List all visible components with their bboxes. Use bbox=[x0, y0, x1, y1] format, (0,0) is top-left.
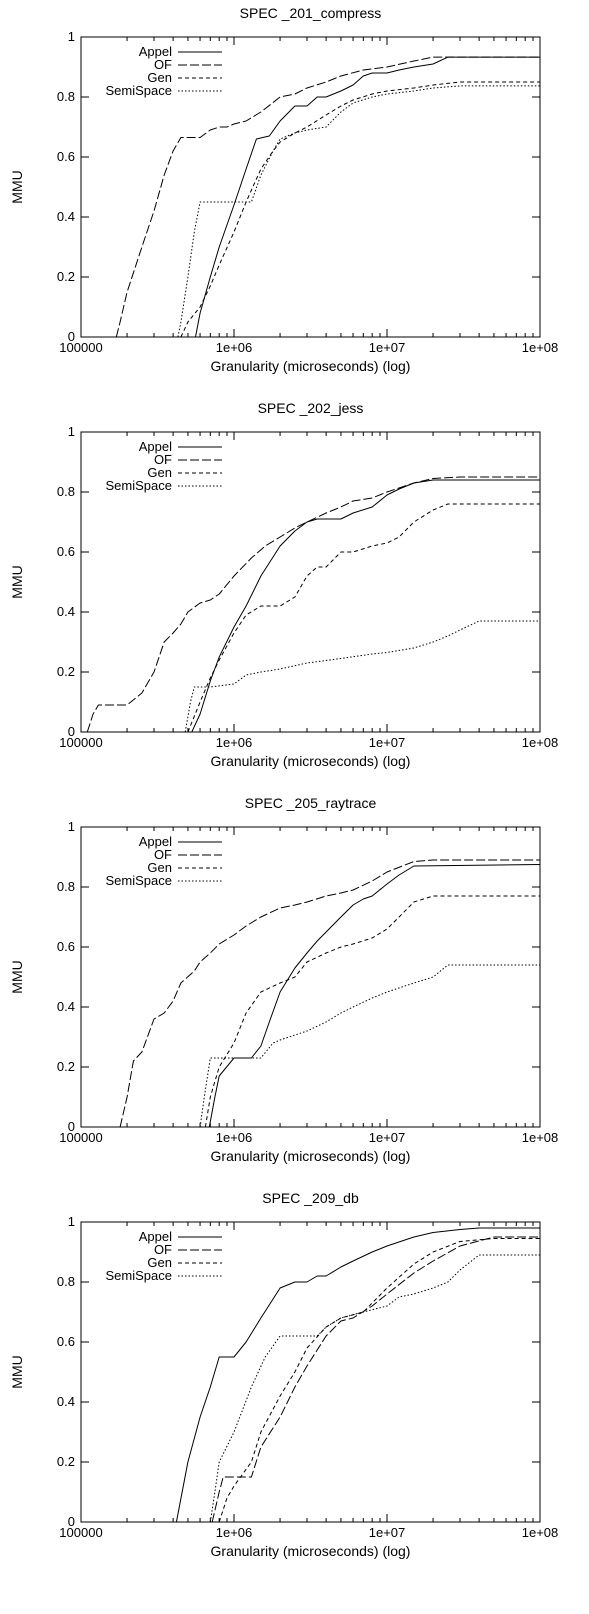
y-tick-label: 1 bbox=[68, 819, 75, 834]
series-line-of bbox=[115, 56, 540, 338]
legend-label: OF bbox=[154, 57, 172, 72]
y-axis-label: MMU bbox=[9, 1355, 25, 1388]
chart-title: SPEC _209_db bbox=[262, 1190, 359, 1206]
y-tick-label: 0.4 bbox=[57, 999, 75, 1014]
y-tick-label: 0.8 bbox=[57, 879, 75, 894]
y-axis-label: MMU bbox=[9, 960, 25, 993]
y-tick-label: 0.6 bbox=[57, 544, 75, 559]
plot-frame bbox=[80, 431, 541, 733]
legend-label: OF bbox=[154, 847, 172, 862]
series-line-appel bbox=[208, 864, 541, 1128]
legend-label: SemiSpace bbox=[106, 873, 172, 888]
plot-frame bbox=[80, 826, 541, 1128]
y-tick-label: 1 bbox=[68, 1214, 75, 1229]
legend-label: Appel bbox=[139, 1229, 172, 1244]
y-tick-label: 0 bbox=[68, 329, 75, 344]
y-tick-label: 0.4 bbox=[57, 209, 75, 224]
y-tick-label: 0.4 bbox=[57, 1394, 75, 1409]
x-tick-label: 100000 bbox=[59, 735, 102, 750]
y-tick-label: 1 bbox=[68, 424, 75, 439]
chart-svg: SPEC _202_jess 100000 1e+06 1e+07 1e+08 0 0.2 0… bbox=[9, 400, 559, 769]
series-line-of bbox=[86, 476, 540, 733]
legend-label: SemiSpace bbox=[106, 83, 172, 98]
legend-label: Gen bbox=[147, 70, 172, 85]
legend-label: Appel bbox=[139, 439, 172, 454]
chart-1: SPEC _201_compress 100000 1e+06 1e+07 1e+08 0… bbox=[0, 0, 589, 400]
series-line-semispace bbox=[184, 620, 540, 733]
chart-svg: SPEC _205_raytrace 100000 1e+06 1e+07 1e+08 0… bbox=[9, 795, 559, 1164]
chart-3: SPEC _205_raytrace 100000 1e+06 1e+07 1e+08 0… bbox=[0, 790, 589, 1190]
series-line-semispace bbox=[209, 1254, 540, 1523]
chart-title: SPEC _202_jess bbox=[258, 400, 364, 416]
series-line-appel bbox=[195, 56, 540, 338]
legend-label: OF bbox=[154, 1242, 172, 1257]
y-tick-label: 0.6 bbox=[57, 1334, 75, 1349]
chart-title: SPEC _201_compress bbox=[240, 5, 382, 21]
y-tick-label: 0 bbox=[68, 1514, 75, 1529]
x-tick-label: 1e+08 bbox=[522, 1525, 559, 1540]
y-tick-label: 0.6 bbox=[57, 149, 75, 164]
y-tick-label: 1 bbox=[68, 29, 75, 44]
legend-label: Appel bbox=[139, 834, 172, 849]
plot-frame bbox=[80, 1221, 541, 1523]
x-tick-label: 1e+06 bbox=[216, 1130, 253, 1145]
series-line-gen bbox=[187, 503, 540, 733]
chart-svg: SPEC _201_compress 100000 1e+06 1e+07 1e+08 0… bbox=[9, 5, 559, 374]
y-tick-label: 0.8 bbox=[57, 1274, 75, 1289]
x-tick-label: 1e+07 bbox=[369, 735, 406, 750]
legend-label: Gen bbox=[147, 465, 172, 480]
chart-4: SPEC _209_db 100000 1e+06 1e+07 1e+08 0 0.2 0.4… bbox=[0, 1185, 589, 1585]
series-line-semispace bbox=[177, 85, 540, 338]
x-axis-label: Granularity (microseconds) (log) bbox=[211, 1543, 411, 1559]
series-line-gen bbox=[218, 1238, 540, 1523]
legend-label: Appel bbox=[139, 44, 172, 59]
series-line-gen bbox=[204, 895, 540, 1128]
x-axis-label: Granularity (microseconds) (log) bbox=[211, 753, 411, 769]
x-tick-label: 100000 bbox=[59, 1525, 102, 1540]
y-tick-label: 0.4 bbox=[57, 604, 75, 619]
x-tick-label: 1e+07 bbox=[369, 1130, 406, 1145]
x-tick-label: 100000 bbox=[59, 1130, 102, 1145]
chart-title: SPEC _205_raytrace bbox=[245, 795, 377, 811]
x-axis-label: Granularity (microseconds) (log) bbox=[211, 1148, 411, 1164]
series-line-appel bbox=[175, 1227, 540, 1523]
x-tick-label: 100000 bbox=[59, 340, 102, 355]
x-tick-label: 1e+07 bbox=[369, 1525, 406, 1540]
y-tick-label: 0 bbox=[68, 1119, 75, 1134]
x-axis-label: Granularity (microseconds) (log) bbox=[211, 358, 411, 374]
series-line-gen bbox=[180, 81, 540, 338]
y-axis-label: MMU bbox=[9, 565, 25, 598]
plot-frame bbox=[80, 36, 541, 338]
y-tick-label: 0.2 bbox=[57, 269, 75, 284]
y-tick-label: 0.2 bbox=[57, 1454, 75, 1469]
legend-label: SemiSpace bbox=[106, 1268, 172, 1283]
y-tick-label: 0.6 bbox=[57, 939, 75, 954]
y-tick-label: 0.8 bbox=[57, 484, 75, 499]
series-line-semispace bbox=[199, 964, 540, 1128]
chart-svg: SPEC _209_db 100000 1e+06 1e+07 1e+08 0 0.2 0.4… bbox=[9, 1190, 559, 1559]
series-line-of bbox=[119, 859, 540, 1128]
legend-label: SemiSpace bbox=[106, 478, 172, 493]
chart-2: SPEC _202_jess 100000 1e+06 1e+07 1e+08 0 0.2 0… bbox=[0, 395, 589, 795]
y-tick-label: 0.2 bbox=[57, 1059, 75, 1074]
y-tick-label: 0 bbox=[68, 724, 75, 739]
legend-label: Gen bbox=[147, 1255, 172, 1270]
y-tick-label: 0.8 bbox=[57, 89, 75, 104]
x-tick-label: 1e+06 bbox=[216, 340, 253, 355]
y-axis-label: MMU bbox=[9, 170, 25, 203]
x-tick-label: 1e+08 bbox=[522, 340, 559, 355]
x-tick-label: 1e+08 bbox=[522, 1130, 559, 1145]
series-line-of bbox=[211, 1236, 540, 1523]
legend-label: OF bbox=[154, 452, 172, 467]
x-tick-label: 1e+06 bbox=[216, 1525, 253, 1540]
x-tick-label: 1e+06 bbox=[216, 735, 253, 750]
series-line-appel bbox=[191, 479, 540, 733]
y-tick-label: 0.2 bbox=[57, 664, 75, 679]
x-tick-label: 1e+07 bbox=[369, 340, 406, 355]
legend-label: Gen bbox=[147, 860, 172, 875]
x-tick-label: 1e+08 bbox=[522, 735, 559, 750]
